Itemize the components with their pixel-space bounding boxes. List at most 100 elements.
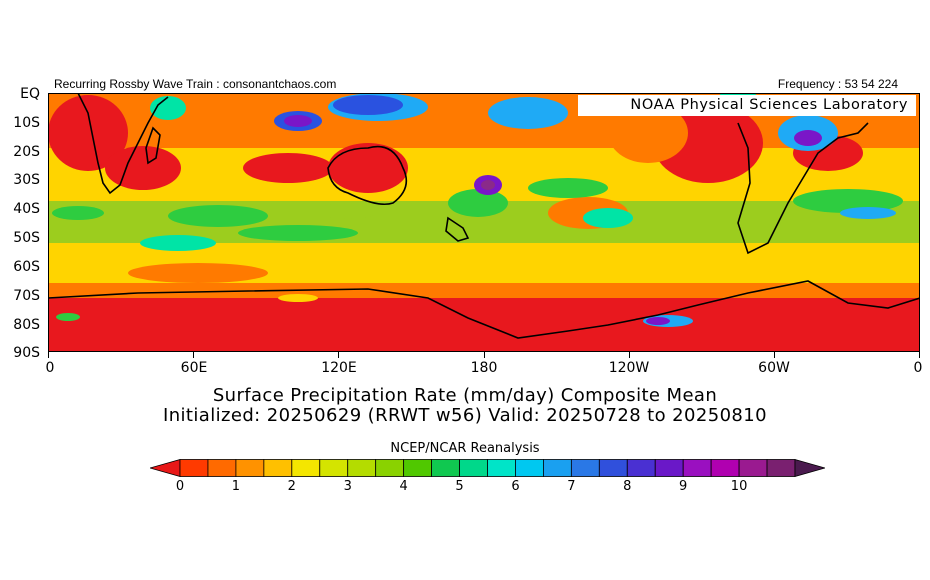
colorbar-swatch (682, 459, 712, 477)
south-atlantic-track (793, 189, 903, 213)
lon-label-120w: 120W (608, 360, 650, 376)
colorbar-swatch (626, 459, 656, 477)
lon-label-60e: 60E (180, 360, 208, 376)
lat-label-10s: 10S (13, 115, 40, 131)
dry-australia (328, 143, 408, 193)
colorbar-swatch (654, 459, 684, 477)
colorbar-label: 1 (231, 479, 241, 494)
lon-label-0-end: 0 (913, 360, 923, 376)
tasman-deep (481, 180, 495, 190)
colorbar-min-arrow (150, 459, 181, 477)
colorbar-swatch (487, 459, 516, 477)
pacific-teal (583, 208, 633, 228)
colorbar-label: 4 (399, 479, 408, 494)
lon-tick (629, 352, 630, 358)
indian-purple-core (284, 115, 312, 127)
lon-label-60w: 60W (758, 360, 790, 376)
tasman-track (448, 189, 508, 217)
colorbar-label: 5 (455, 479, 464, 494)
lat-label-eq: EQ (20, 86, 40, 102)
colorbar-swatch (291, 459, 321, 477)
map-border (48, 93, 920, 352)
africa-coastline (77, 93, 169, 195)
lon-tick (484, 352, 485, 358)
lon-tick (48, 352, 49, 358)
colorbar-swatch (319, 459, 349, 477)
precip-fields (48, 93, 920, 352)
south-atlantic-blue (840, 207, 896, 219)
dry-indian-ocean (243, 153, 333, 183)
pacific-convection (488, 97, 568, 129)
maritime-continent-deepblue (333, 95, 403, 115)
lon-tick (338, 352, 339, 358)
dry-south-africa (105, 146, 181, 190)
antarctic-yellow (278, 294, 318, 302)
colorbar-label: 6 (511, 479, 520, 494)
frequency-text: Frequency : 53 54 224 (777, 77, 898, 91)
colorbar-swatch (515, 459, 544, 477)
lat-label-70s: 70S (13, 288, 40, 304)
dry-south-atlantic (48, 95, 128, 171)
colorbar-label: 3 (343, 479, 352, 494)
lat-label-60s: 60S (13, 259, 40, 275)
lon-tick (193, 352, 194, 358)
indian-storm-track (168, 205, 268, 227)
colorbar-swatch (710, 459, 740, 477)
colorbar-swatch (738, 459, 768, 477)
colorbar-label: 9 (679, 479, 688, 494)
colorbar-label: 10 (730, 479, 748, 494)
lon-tick (919, 352, 920, 358)
indian-teal (140, 235, 216, 251)
map-canvas (48, 93, 920, 352)
atlantic-track (52, 206, 104, 220)
colorbar-swatch (403, 459, 432, 477)
lon-tick (774, 352, 775, 358)
lat-label-40s: 40S (13, 201, 40, 217)
new-zealand-coastline (445, 216, 470, 242)
antarctic-green (56, 313, 80, 321)
brazil-purple (794, 130, 822, 146)
colorbar-label: 8 (623, 479, 632, 494)
lat-label-80s: 80S (13, 317, 40, 333)
antarctic-purple (646, 317, 670, 325)
east-pacific-orange (608, 103, 688, 163)
colorbar (150, 459, 825, 477)
lat-label-20s: 20S (13, 144, 40, 160)
credit-label: NOAA Physical Sciences Laboratory (578, 95, 916, 116)
colorbar-swatch (431, 459, 460, 477)
chart-title: Surface Precipitation Rate (mm/day) Comp… (212, 385, 718, 406)
southern-ocean-track (238, 225, 358, 241)
colorbar-swatch (347, 459, 377, 477)
australia-coastline (327, 145, 408, 206)
africa-teal (150, 96, 186, 120)
colorbar-swatch (207, 459, 237, 477)
precipitation-map (48, 93, 920, 352)
colorbar-swatch (459, 459, 488, 477)
antarctica-coastline (48, 280, 920, 339)
south-australia-track (318, 203, 378, 219)
colorbar-swatch (263, 459, 293, 477)
colorbar-label: 2 (287, 479, 296, 494)
colorbar-swatch (543, 459, 572, 477)
colorbar-swatch (375, 459, 405, 477)
colorbar-swatch (570, 459, 600, 477)
lat-label-90s: 90S (13, 345, 40, 361)
colorbar-max-arrow (794, 459, 825, 477)
south-america-coastline (737, 122, 869, 255)
coastlines (48, 93, 920, 339)
lon-label-0: 0 (45, 360, 55, 376)
colorbar-swatch (235, 459, 265, 477)
pacific-track (528, 178, 608, 198)
polar-front-band (48, 283, 920, 301)
colorbar-swatch (179, 459, 209, 477)
lat-label-50s: 50S (13, 230, 40, 246)
source-label: NCEP/NCAR Reanalysis (390, 441, 540, 456)
madagascar-coastline (145, 126, 161, 165)
colorbar-swatch (598, 459, 628, 477)
lon-label-180: 180 (470, 360, 498, 376)
colorbar-swatch (766, 459, 796, 477)
south-indian-orange (128, 263, 268, 283)
watermark-text: Recurring Rossby Wave Train : consonantc… (54, 77, 337, 91)
colorbar-label: 7 (567, 479, 576, 494)
colorbar-label: 0 (175, 479, 185, 494)
